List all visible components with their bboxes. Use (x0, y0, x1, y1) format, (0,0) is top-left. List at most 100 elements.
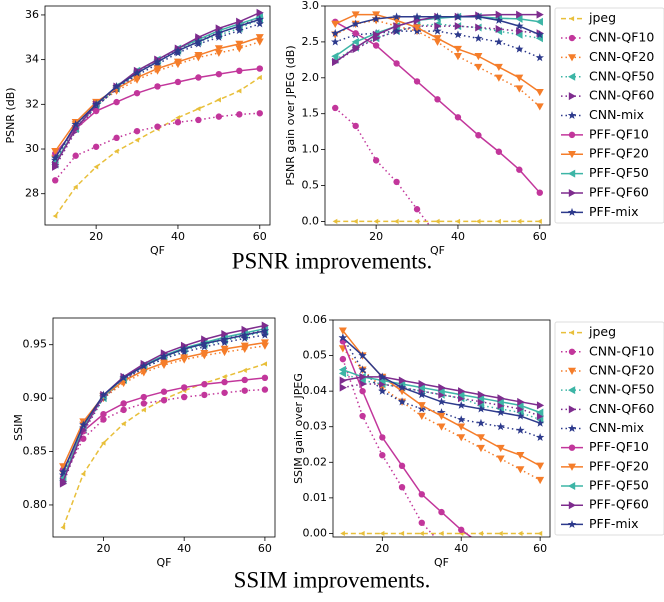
series-marker (417, 412, 426, 421)
series-marker (175, 115, 181, 121)
x-tick-label: 60 (258, 542, 272, 555)
caption: SSIM improvements. (234, 567, 431, 592)
series-marker (255, 15, 264, 23)
legend-text: CNN-QF20 (589, 49, 654, 64)
y-tick-label: 0.85 (23, 445, 48, 458)
series-marker (179, 344, 189, 353)
series-marker (79, 420, 88, 429)
series-marker (256, 110, 263, 117)
series-marker (160, 397, 168, 404)
series-marker (453, 53, 462, 61)
series-marker (339, 376, 347, 385)
x-axis-label: QF (430, 244, 445, 257)
series-marker (535, 17, 543, 26)
series-marker (536, 401, 545, 410)
legend-marker (567, 207, 577, 216)
series-marker (133, 89, 141, 97)
series-marker (474, 63, 483, 72)
series-marker (339, 355, 347, 363)
series-marker (418, 519, 425, 526)
series-marker (478, 573, 484, 579)
series-marker (494, 74, 503, 82)
y-tick-label: 0.80 (23, 498, 48, 511)
series-marker (154, 83, 161, 90)
y-axis-label: PSNR (dB) (4, 87, 17, 143)
series-marker (434, 218, 440, 225)
x-axis-label: QF (434, 556, 449, 569)
series-marker (417, 383, 425, 392)
series-marker (371, 14, 381, 23)
y-tick-label: 30 (25, 142, 39, 155)
series-marker (160, 359, 168, 367)
legend-frame (554, 7, 664, 224)
y-axis-label: PSNR gain over JPEG (dB) (284, 45, 297, 185)
series-marker (515, 30, 523, 39)
series-marker (515, 21, 524, 30)
series-marker (474, 53, 483, 61)
series-line (54, 16, 261, 168)
legend-marker (568, 34, 576, 42)
series-marker (52, 213, 58, 219)
series-marker (255, 19, 264, 28)
series-marker (495, 24, 503, 33)
series-marker (379, 451, 386, 459)
series-marker (496, 397, 504, 406)
series-marker (497, 584, 503, 590)
y-tick-label: 0.00 (303, 526, 328, 539)
legend-marker (568, 482, 576, 491)
series-marker (358, 365, 367, 374)
legend-marker (567, 424, 577, 433)
series-marker (256, 8, 264, 17)
series-marker (180, 393, 188, 401)
series-marker (474, 33, 483, 42)
series-marker (515, 74, 524, 82)
series-marker (458, 394, 466, 403)
series-marker (359, 412, 366, 420)
series-marker (241, 325, 249, 334)
series-marker (434, 233, 440, 239)
series-marker (352, 122, 359, 130)
y-tick-label: 0.01 (303, 491, 328, 504)
series-marker (338, 333, 348, 342)
legend-text: jpeg (588, 10, 616, 25)
y-tick-label: 0.95 (23, 338, 48, 351)
series-marker (379, 380, 387, 389)
series-marker (437, 423, 446, 431)
series-marker (51, 155, 60, 164)
axes-frame (44, 5, 271, 226)
legend-text: CNN-QF50 (589, 382, 654, 397)
series-marker (517, 562, 523, 568)
series-marker (437, 397, 446, 406)
legend-marker (567, 520, 577, 528)
series-marker (134, 137, 140, 143)
series-marker (379, 530, 385, 537)
series-marker (220, 338, 229, 347)
series-marker (71, 120, 80, 128)
legend-text: CNN-QF20 (589, 362, 654, 377)
series-marker (458, 559, 464, 565)
series-marker (119, 373, 128, 382)
series-marker (453, 12, 463, 21)
series-marker (496, 444, 505, 453)
series-marker (392, 12, 401, 21)
series-marker (397, 397, 407, 406)
series-marker (235, 45, 244, 53)
series-marker (201, 381, 208, 388)
series-marker (153, 57, 162, 66)
series-marker (113, 98, 120, 106)
legend-marker (568, 54, 576, 62)
series-marker (397, 383, 407, 392)
series-marker (478, 530, 484, 537)
series-marker (476, 418, 486, 427)
series-marker (240, 330, 249, 339)
axes-frame (52, 317, 276, 538)
series-marker (478, 541, 484, 547)
series-marker (536, 412, 545, 421)
series-line (334, 21, 541, 194)
x-tick-label: 60 (533, 230, 547, 243)
series-marker (398, 376, 407, 385)
series-marker (51, 148, 60, 156)
series-marker (434, 96, 441, 103)
series-marker (242, 367, 247, 373)
